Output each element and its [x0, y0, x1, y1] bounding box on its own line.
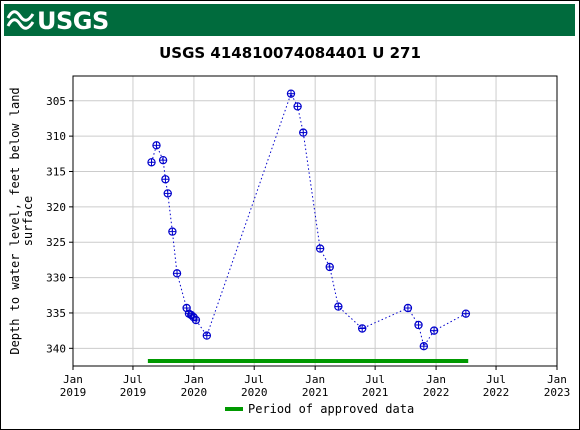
y-axis-label: Depth to water level, feet below land — [8, 87, 22, 354]
data-point — [334, 302, 343, 311]
x-tick-label-year: 2021 — [302, 386, 329, 399]
x-tick-label-month: Jan — [426, 373, 446, 386]
x-tick-label-year: 2019 — [120, 386, 147, 399]
data-point — [191, 315, 201, 325]
usgs-banner: USGS — [4, 4, 575, 36]
y-tick-label: 315 — [46, 165, 66, 178]
x-tick-label-year: 2021 — [362, 386, 389, 399]
x-tick-label-month: Jan — [547, 373, 567, 386]
data-point — [158, 155, 168, 165]
data-point — [163, 189, 172, 198]
x-tick-label-month: Jul — [365, 373, 385, 386]
data-point — [202, 331, 212, 340]
data-point — [161, 175, 170, 184]
data-point — [429, 326, 439, 335]
x-tick-label-month: Jan — [184, 373, 204, 386]
data-point — [419, 341, 429, 351]
y-tick-label: 325 — [46, 236, 66, 249]
x-tick-label-month: Jan — [305, 373, 325, 386]
y-tick-label: 340 — [46, 342, 66, 355]
data-point — [152, 141, 161, 150]
usgs-logo-icon — [6, 10, 35, 30]
data-point — [461, 309, 471, 318]
x-tick-label-month: Jul — [123, 373, 143, 386]
x-tick-label-year: 2023 — [544, 386, 571, 399]
data-point — [299, 128, 308, 137]
y-tick-label: 330 — [46, 272, 66, 285]
y-tick-label: 320 — [46, 201, 66, 214]
y-tick-label: 310 — [46, 130, 66, 143]
data-point — [172, 269, 182, 278]
data-point — [414, 320, 423, 330]
series-line — [151, 92, 467, 348]
x-tick-label-year: 2020 — [181, 386, 208, 399]
y-axis-label: surface — [21, 196, 35, 247]
usgs-logo-text: USGS — [37, 7, 109, 35]
legend-label: Period of approved data — [248, 402, 414, 416]
data-point — [403, 303, 413, 313]
data-point — [286, 89, 296, 98]
x-tick-label-year: 2022 — [483, 386, 510, 399]
y-tick-label: 305 — [46, 95, 66, 108]
data-point — [168, 227, 177, 236]
y-tick-label: 335 — [46, 307, 66, 320]
x-tick-label-year: 2019 — [60, 386, 87, 399]
data-point — [325, 262, 334, 272]
x-tick-label-year: 2022 — [423, 386, 450, 399]
data-point — [147, 158, 156, 167]
x-tick-label-month: Jul — [486, 373, 506, 386]
x-tick-label-year: 2020 — [241, 386, 268, 399]
x-tick-label-month: Jul — [244, 373, 264, 386]
x-tick-label-month: Jan — [63, 373, 83, 386]
data-point — [293, 102, 302, 111]
data-point — [315, 244, 325, 253]
chart-title: USGS 414810074084401 U 271 — [159, 44, 421, 62]
data-point — [358, 324, 367, 333]
